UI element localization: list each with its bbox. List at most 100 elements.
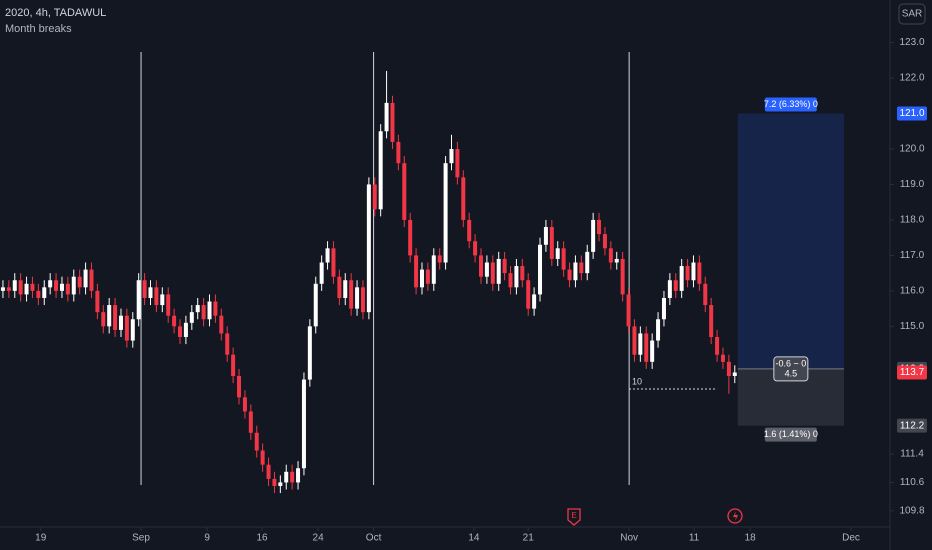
candle-body — [467, 219, 472, 242]
candle-body — [543, 227, 548, 245]
stop-label-box — [764, 427, 817, 442]
candle-body — [107, 305, 112, 327]
x-tick-label: Nov — [620, 533, 638, 544]
candle-body — [408, 219, 413, 256]
dividend-icon-circle — [727, 508, 743, 524]
candle-body — [538, 244, 543, 295]
candle-body — [113, 305, 118, 330]
candle-body — [720, 354, 725, 362]
candle-body — [715, 336, 720, 355]
target-label-box — [764, 97, 817, 112]
entry-label-box — [773, 356, 809, 382]
candle-body — [313, 283, 318, 327]
candle-body — [638, 333, 643, 355]
candle-body — [355, 287, 360, 309]
candle-body — [490, 262, 495, 284]
x-tick-label: 18 — [745, 533, 757, 544]
candle-body — [709, 305, 714, 337]
chart-title: 2020, 4h, TADAWUL — [5, 7, 106, 19]
candle-body — [532, 294, 537, 309]
currency-label[interactable]: SAR — [902, 9, 923, 20]
candle-body — [331, 248, 336, 277]
stop-label: 1.6 (1.41%) 0 — [764, 429, 818, 439]
candle-body — [667, 280, 672, 298]
candle-body — [632, 326, 637, 355]
candle-body — [166, 294, 171, 316]
target-price-label: 121.0 — [899, 108, 924, 119]
candle-body — [301, 379, 306, 469]
candle-body — [248, 411, 253, 433]
candle-body — [237, 376, 242, 398]
candle-body — [455, 148, 460, 178]
candle-body — [54, 280, 59, 291]
candle-body — [154, 287, 159, 306]
candle-body — [284, 471, 289, 483]
candle-body — [496, 258, 501, 284]
x-tick-label: 9 — [204, 533, 210, 544]
candle-body — [0, 287, 5, 291]
target-label: 7.2 (6.33%) 0 — [764, 99, 818, 109]
candle-body — [48, 280, 53, 288]
candle-body — [437, 255, 442, 263]
candle-body — [502, 258, 507, 274]
candle-body — [620, 258, 625, 295]
candle-body — [213, 301, 218, 316]
candle-body — [142, 280, 147, 298]
y-tick-label: 117.0 — [900, 250, 925, 261]
entry-label: -0.6 ~ 0 — [775, 358, 806, 368]
candle-body — [549, 227, 554, 259]
candle-body — [479, 255, 484, 277]
x-tick-label: 11 — [689, 533, 700, 544]
candle-body — [254, 432, 259, 451]
candle-body — [673, 280, 678, 291]
earnings-icon[interactable]: E — [567, 508, 581, 526]
candle-body — [319, 262, 324, 284]
candle-body — [201, 305, 206, 320]
candle-body — [6, 287, 11, 291]
candle-body — [644, 333, 649, 362]
candle-body — [414, 255, 419, 288]
candle-body — [307, 326, 312, 380]
target-price-label-box — [897, 106, 927, 121]
stop-price-label-box — [897, 418, 927, 433]
candle-body — [118, 315, 123, 330]
candle-body — [242, 397, 247, 412]
candle-body — [136, 280, 141, 320]
candle-body — [597, 219, 602, 235]
candle-body — [461, 177, 466, 220]
candle-body — [691, 262, 696, 281]
candle-body — [402, 163, 407, 220]
candle-body — [614, 258, 619, 263]
candle-body — [59, 283, 64, 291]
candle-body — [656, 319, 661, 341]
candle-body — [608, 248, 613, 263]
candle-body — [585, 251, 590, 274]
candle-body — [225, 333, 230, 355]
candle-body — [195, 305, 200, 313]
currency-button[interactable] — [898, 3, 926, 25]
x-tick-label: Sep — [132, 533, 150, 544]
candle-body — [278, 482, 283, 486]
position-profit-zone — [737, 113, 844, 369]
candle-body — [272, 478, 277, 486]
candle-body — [207, 301, 212, 320]
candle-body — [71, 276, 76, 295]
last-price-label: 113.7 — [900, 367, 925, 378]
candle-body — [555, 248, 560, 259]
candle-body — [473, 241, 478, 256]
dividend-icon[interactable] — [727, 508, 743, 524]
earnings-icon-shape — [567, 508, 581, 526]
candle-body — [148, 287, 153, 298]
y-tick-label: 115.0 — [900, 321, 925, 332]
candle-body — [626, 294, 631, 327]
candle-body — [124, 315, 129, 341]
candle-body — [378, 131, 383, 210]
candle-body — [325, 248, 330, 263]
y-tick-label: 123.0 — [899, 37, 924, 48]
candle-body — [83, 269, 88, 288]
candle-body — [514, 266, 519, 288]
x-tick-label: 14 — [468, 533, 480, 544]
candle-body — [384, 102, 389, 132]
candle-body — [425, 269, 430, 284]
